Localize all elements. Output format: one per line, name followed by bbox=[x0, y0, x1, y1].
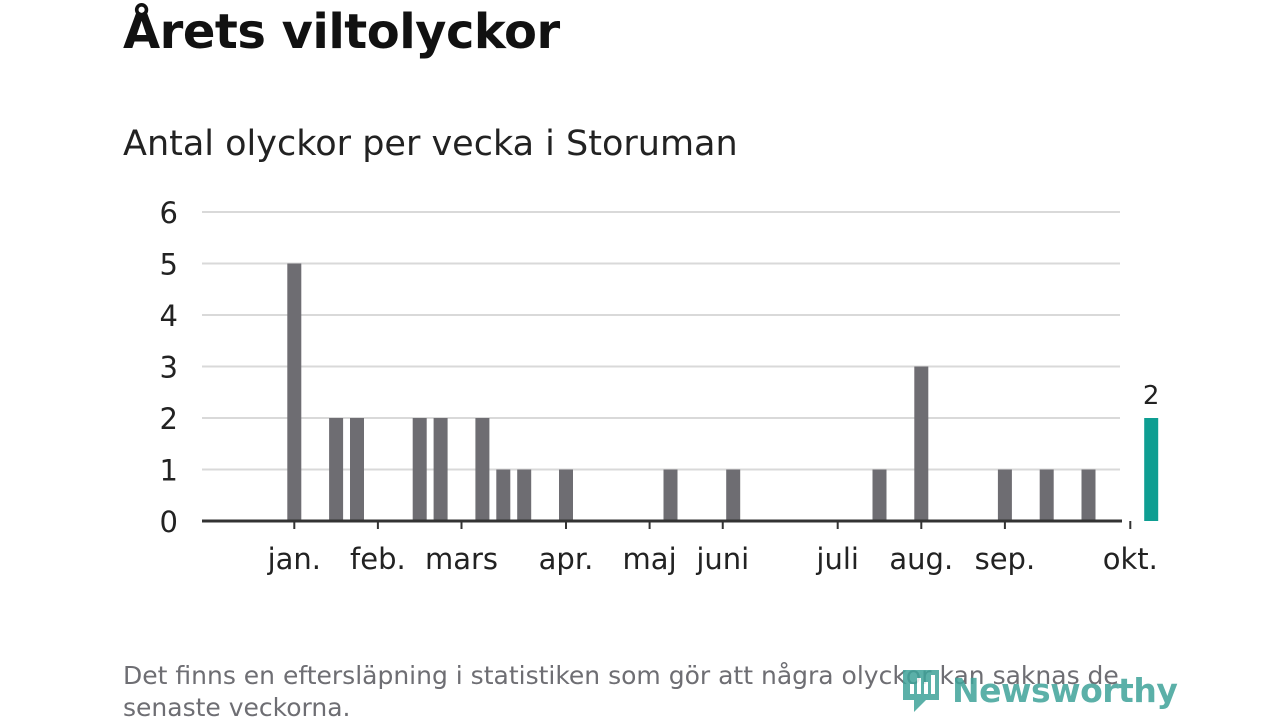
bar-chart: 0 1 2 3 4 5 6 jan. feb. mars apr. maj juni juli aug. s… bbox=[160, 196, 1160, 576]
bar[interactable] bbox=[329, 418, 344, 521]
x-tick-label: okt. bbox=[1103, 542, 1158, 576]
x-axis: jan. feb. mars apr. maj juni juli aug. sep. okt. bbox=[202, 519, 1158, 576]
x-tick-label: maj bbox=[623, 542, 677, 576]
bar[interactable] bbox=[350, 418, 364, 521]
y-tick-label: 5 bbox=[160, 248, 178, 282]
x-tick-label: apr. bbox=[539, 542, 594, 576]
newsworthy-logo[interactable]: Newsworthy bbox=[900, 666, 1178, 714]
bar[interactable] bbox=[663, 469, 678, 522]
annotations: 2 bbox=[1143, 381, 1160, 411]
chart-title: Årets viltolyckor bbox=[123, 4, 560, 60]
x-tick-label: feb. bbox=[350, 542, 406, 576]
logo-text: Newsworthy bbox=[952, 670, 1178, 710]
bar[interactable] bbox=[914, 366, 929, 522]
y-tick-label: 4 bbox=[160, 299, 178, 333]
bar[interactable] bbox=[496, 469, 511, 522]
bar[interactable] bbox=[433, 418, 448, 521]
x-tick-label: juni bbox=[695, 542, 749, 576]
x-tick-label: mars bbox=[425, 542, 498, 576]
y-tick-label: 1 bbox=[160, 454, 178, 488]
bar[interactable] bbox=[517, 469, 532, 522]
bar[interactable] bbox=[1039, 469, 1054, 522]
newsworthy-logo-icon bbox=[903, 670, 939, 712]
x-tick-label: jan. bbox=[267, 542, 321, 576]
x-tick-label: aug. bbox=[889, 542, 953, 576]
bar[interactable] bbox=[475, 418, 490, 521]
y-tick-label: 3 bbox=[160, 351, 178, 385]
data-label: 2 bbox=[1143, 381, 1160, 411]
bar-highlight[interactable] bbox=[1144, 418, 1159, 521]
bar[interactable] bbox=[872, 469, 887, 522]
bars bbox=[287, 263, 1159, 522]
footnote: Det finns en eftersläpning i statistiken… bbox=[123, 661, 1119, 722]
bar[interactable] bbox=[559, 469, 573, 522]
bar[interactable] bbox=[412, 418, 427, 521]
y-tick-label: 2 bbox=[160, 402, 178, 436]
chart-subtitle: Antal olyckor per vecka i Storuman bbox=[123, 124, 738, 164]
y-axis-ticks: 0 1 2 3 4 5 6 bbox=[160, 196, 178, 539]
bar[interactable] bbox=[997, 469, 1012, 522]
bar[interactable] bbox=[1081, 469, 1096, 522]
x-tick-label: juli bbox=[815, 542, 859, 576]
bar[interactable] bbox=[726, 469, 741, 522]
y-tick-label: 0 bbox=[160, 505, 178, 539]
bar[interactable] bbox=[287, 263, 302, 522]
x-tick-label: sep. bbox=[975, 542, 1036, 576]
y-tick-label: 6 bbox=[160, 196, 178, 230]
